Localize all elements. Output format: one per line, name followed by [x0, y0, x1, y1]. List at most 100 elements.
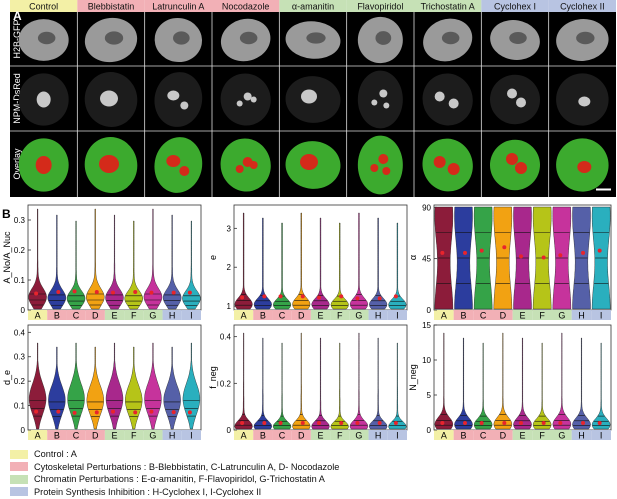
h2b-nucleolus — [509, 32, 527, 44]
category-strip-E — [104, 310, 125, 320]
h2b-nucleolus — [576, 31, 595, 45]
overlay-nucleolus — [300, 154, 318, 170]
npm-nucleolus — [36, 91, 51, 108]
violin-I — [388, 222, 407, 310]
mean-marker-I — [597, 248, 602, 253]
overlay-nucleolus — [382, 167, 391, 175]
npm-nucleolus — [243, 92, 252, 101]
panel-a-image-grid: Control Blebbistatin Latrunculin A Nocodazo… — [10, 0, 616, 197]
legend-text-chromatin: Chromatin Perturbations : E-α-amanitin, … — [34, 474, 325, 485]
row-label-1: H2B-GFP — [12, 19, 22, 58]
category-strip-B — [253, 430, 273, 440]
violin-D — [86, 346, 104, 430]
mean-marker-H — [377, 296, 382, 301]
y-tick-label: 0.3 — [14, 353, 26, 362]
violin-C — [66, 220, 86, 310]
category-label-A: A — [35, 311, 41, 321]
category-label-G: G — [558, 431, 565, 441]
npm-nucleolus — [371, 99, 378, 106]
category-strip-F — [124, 430, 144, 440]
legend-text-cytoskeletal: Cytoskeletal Perturbations : B-Blebbista… — [34, 461, 340, 472]
mean-marker-C — [72, 289, 77, 294]
npm-nucleolus — [448, 98, 459, 109]
mean-marker-G — [355, 296, 360, 301]
legend-control: Control : A — [10, 448, 610, 461]
npm-nucleus — [422, 73, 473, 126]
condition-header-4: Nocodazole — [222, 2, 270, 12]
overlay-nucleolus — [35, 156, 52, 174]
legend-text-control: Control : A — [34, 449, 77, 460]
category-strip-I — [591, 430, 611, 440]
legend-swatch-cytoskeletal — [10, 462, 28, 472]
npm-nucleolus — [434, 91, 445, 102]
category-strip-A — [434, 310, 454, 320]
mean-marker-H — [171, 410, 176, 415]
category-label-E: E — [317, 311, 323, 321]
category-label-F: F — [131, 431, 137, 441]
category-label-B: B — [260, 311, 266, 321]
category-strip-F — [330, 310, 350, 320]
category-label-D: D — [92, 311, 99, 321]
category-label-D: D — [500, 431, 507, 441]
mean-marker-F — [541, 255, 546, 260]
mean-marker-E — [317, 295, 321, 300]
violin-D — [292, 212, 311, 310]
category-strip-C — [66, 310, 86, 320]
violin-I — [182, 342, 200, 430]
violin-G — [552, 332, 572, 430]
h2b-nucleolus — [104, 31, 124, 45]
condition-header-bg-6 — [346, 0, 414, 12]
category-strip-G — [349, 310, 369, 320]
mean-marker-A — [34, 409, 39, 414]
npm-nucleolus — [167, 90, 180, 101]
category-strip-E — [512, 430, 533, 440]
category-strip-E — [310, 430, 331, 440]
category-strip-F — [532, 430, 552, 440]
mean-marker-D — [300, 421, 305, 425]
category-strip-H — [368, 430, 388, 440]
category-strip-A — [28, 430, 48, 440]
category-label-I: I — [600, 311, 603, 321]
npm-nucleolus — [383, 102, 390, 109]
violin-F — [532, 342, 552, 430]
h2b-nucleolus — [306, 32, 326, 44]
mean-marker-B — [463, 250, 467, 255]
violin-G — [143, 208, 163, 310]
mean-marker-H — [581, 421, 585, 425]
npm-nucleolus — [180, 101, 189, 110]
legend-swatch-control — [10, 449, 28, 459]
mean-marker-F — [133, 290, 138, 294]
legend-swatch-chromatin — [10, 474, 28, 484]
category-label-E: E — [519, 431, 525, 441]
h2b-nucleolus — [239, 31, 258, 45]
category-strip-E — [512, 310, 533, 320]
category-label-C: C — [480, 311, 487, 321]
y-axis-label: A_No/A_Nuc — [2, 231, 12, 284]
overlay-nucleolus — [370, 164, 379, 172]
category-label-I: I — [190, 431, 193, 441]
category-label-B: B — [54, 311, 60, 321]
mean-marker-B — [56, 290, 61, 294]
category-strip-A — [234, 310, 254, 320]
mean-marker-B — [262, 294, 267, 299]
mean-marker-B — [262, 421, 267, 425]
mean-marker-I — [393, 294, 398, 299]
mean-marker-E — [317, 421, 321, 425]
violin-G — [349, 212, 369, 310]
category-strip-C — [473, 310, 493, 320]
mean-marker-C — [72, 410, 77, 415]
legend-chromatin: Chromatin Perturbations : E-α-amanitin, … — [10, 473, 610, 486]
category-label-C: C — [73, 431, 80, 441]
violin-E — [105, 214, 124, 310]
row-labels: H2B-GFP NPM-DsRed Overlay — [12, 19, 22, 179]
category-strip-H — [571, 430, 592, 440]
npm-nucleolus — [100, 90, 118, 107]
violin-F — [125, 346, 143, 430]
violin-A — [434, 332, 454, 430]
mean-marker-F — [339, 294, 344, 299]
legend-protein: Protein Synthesis Inhibition : H-Cyclohe… — [10, 486, 610, 499]
violin-E — [311, 337, 330, 430]
mean-marker-C — [278, 294, 283, 299]
category-strip-A — [434, 430, 454, 440]
